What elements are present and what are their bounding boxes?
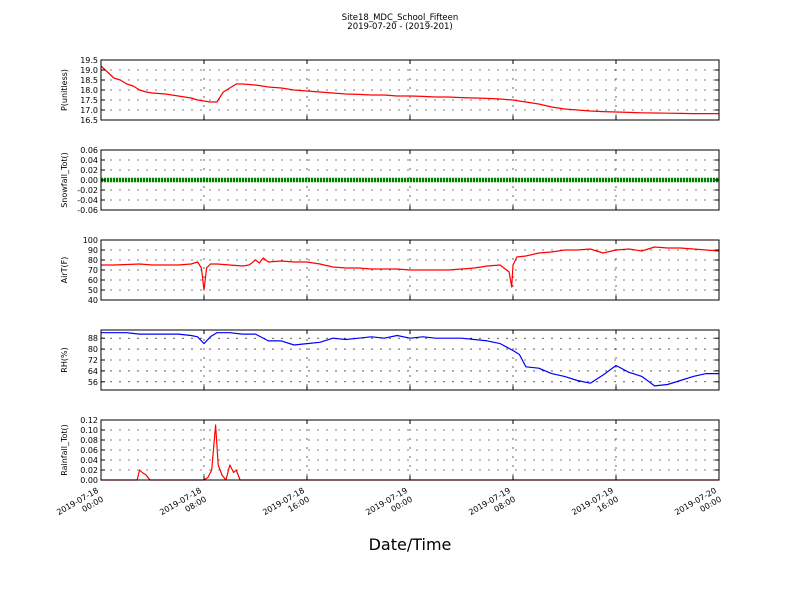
panel-4: 88 80 72 64 56 RH(%) <box>60 329 720 391</box>
y-tick-label: 0.02 <box>80 466 98 475</box>
y-axis-label: RH(%) <box>60 347 69 372</box>
figure-subtitle: 2019-07-20 - (2019-201) <box>347 22 452 32</box>
y-tick-label: 100 <box>83 236 98 245</box>
y-tick-label: -0.06 <box>77 206 98 215</box>
y-tick-label: 0.10 <box>80 426 98 435</box>
y-tick-label: 80 <box>88 256 98 265</box>
panels: 19.519.018.518.017.517.016.5 P(unitless) 0… <box>55 56 723 526</box>
series-line <box>101 332 719 387</box>
y-axis-label: Rainfall_Tot() <box>60 424 69 476</box>
x-tick-label: 2019-07-1800:00 <box>55 486 105 526</box>
y-tick-label: 90 <box>88 246 98 255</box>
y-tick-label: 40 <box>88 296 98 305</box>
x-tick-label: 2019-07-1908:00 <box>467 486 517 526</box>
y-tick-label: 88 <box>88 334 98 343</box>
y-tick-label: 0.06 <box>80 446 98 455</box>
y-tick-label: 17.0 <box>80 106 98 115</box>
y-tick-label: 0.12 <box>80 416 98 425</box>
series-line <box>101 424 719 481</box>
panel-1: 19.519.018.518.017.517.016.5 P(unitless) <box>60 56 720 125</box>
x-tick-label: 2019-07-1808:00 <box>158 486 208 526</box>
y-tick-label: 0.00 <box>80 476 98 485</box>
y-tick-label: 18.5 <box>80 76 98 85</box>
y-tick-label: 0.04 <box>80 156 98 165</box>
y-tick-label: 16.5 <box>80 116 98 125</box>
y-tick-label: 0.08 <box>80 436 98 445</box>
x-axis-label: Date/Time <box>369 535 452 554</box>
panel-2: 0.060.040.020.00-0.02-0.04-0.06 Snowfall_… <box>60 146 720 215</box>
y-tick-label: -0.04 <box>77 196 98 205</box>
y-tick-label: 56 <box>88 378 98 387</box>
x-tick-label: 2019-07-1916:00 <box>570 486 620 526</box>
y-tick-label: 80 <box>88 345 98 354</box>
series-line <box>101 246 720 291</box>
y-tick-label: 0.06 <box>80 146 98 155</box>
y-axis-label: Snowfall_Tot() <box>60 152 69 208</box>
figure-title: Site18_MDC_School_Fifteen <box>342 13 459 23</box>
y-tick-label: 17.5 <box>80 96 98 105</box>
x-tick-label: 2019-07-1816:00 <box>261 486 311 526</box>
y-tick-label: 19.5 <box>80 56 98 65</box>
y-tick-label: 19.0 <box>80 66 98 75</box>
y-tick-label: 18.0 <box>80 86 98 95</box>
y-tick-label: 70 <box>88 266 98 275</box>
y-tick-label: 0.04 <box>80 456 98 465</box>
y-axis-label: AirT(F) <box>60 257 69 284</box>
y-tick-label: 72 <box>88 356 98 365</box>
panel-5: 0.120.100.080.060.040.020.00 Rainfall_Tot… <box>55 416 723 526</box>
x-tick-label: 2019-07-1900:00 <box>364 486 414 526</box>
series-line <box>100 65 719 115</box>
y-axis-label: P(unitless) <box>60 69 69 111</box>
y-tick-label: 0.00 <box>80 176 98 185</box>
y-tick-label: 64 <box>88 367 98 376</box>
y-tick-label: 60 <box>88 276 98 285</box>
y-tick-label: 50 <box>88 286 98 295</box>
x-tick-label: 2019-07-2000:00 <box>673 486 723 526</box>
y-tick-label: -0.02 <box>77 186 98 195</box>
y-tick-label: 0.02 <box>80 166 98 175</box>
